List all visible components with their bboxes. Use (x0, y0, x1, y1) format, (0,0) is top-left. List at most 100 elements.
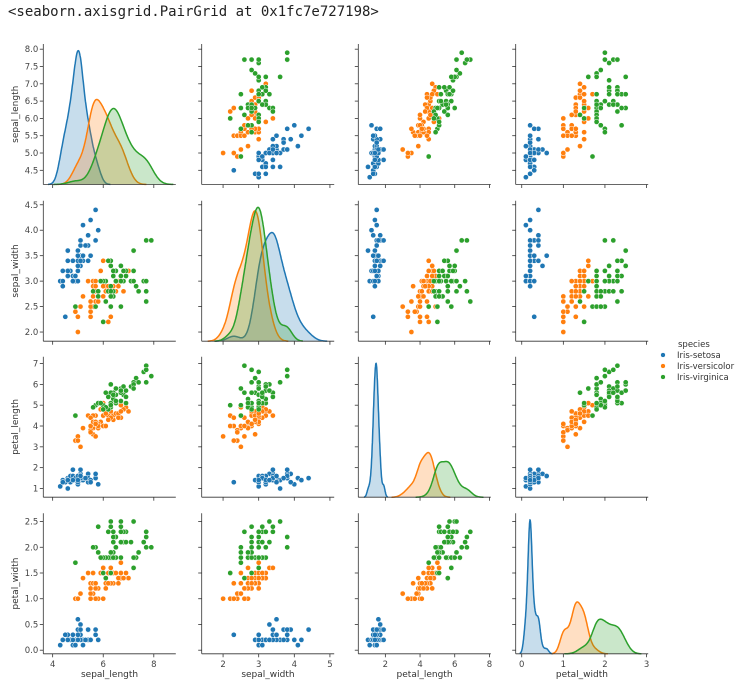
data-point (105, 257, 112, 264)
data-point (266, 621, 273, 628)
data-point (245, 115, 251, 122)
data-point (80, 642, 86, 648)
data-point (125, 408, 132, 415)
data-point (450, 268, 456, 274)
data-point (453, 518, 460, 525)
data-point (130, 565, 137, 571)
data-point (100, 595, 107, 602)
data-point (464, 534, 470, 540)
data-point (130, 554, 137, 561)
data-point (560, 429, 567, 436)
data-point (262, 74, 269, 80)
data-point (372, 637, 378, 643)
data-point (110, 539, 117, 545)
data-point (531, 313, 538, 320)
data-point (238, 590, 244, 597)
data-point (95, 637, 102, 643)
data-point (439, 268, 446, 274)
data-point (266, 387, 273, 394)
data-point (64, 477, 71, 483)
data-point (118, 263, 124, 269)
data-point (431, 288, 437, 295)
data-point (368, 122, 375, 129)
data-point (451, 105, 458, 111)
data-point (572, 288, 579, 295)
data-point (284, 534, 291, 540)
data-point (110, 528, 117, 535)
data-point (444, 298, 451, 305)
data-point (118, 398, 124, 404)
data-point (77, 237, 84, 244)
data-point (425, 319, 432, 325)
data-point (248, 67, 255, 73)
y-tick-label: 7 (33, 360, 38, 370)
data-point (118, 528, 124, 535)
data-point (123, 394, 129, 400)
y-tick-label: 2.0 (25, 543, 39, 553)
data-point (420, 570, 427, 576)
subplot-petal_width-vs-sepal_length: 0.0 0.5 1.0 1.5 2.0 2.5 4 6 8 petal_width sepal_le… (11, 513, 176, 680)
data-point (593, 400, 600, 406)
data-point (273, 473, 280, 479)
data-point (443, 278, 449, 284)
x-tick-label: 5 (327, 660, 332, 670)
output-text: <seaborn.axisgrid.PairGrid at 0x1fc7e727… (8, 4, 379, 20)
data-point (585, 263, 592, 269)
data-point (451, 263, 458, 269)
data-point (441, 539, 448, 545)
data-point (295, 143, 301, 149)
data-point (375, 237, 382, 244)
data-point (415, 293, 422, 300)
data-point (143, 379, 150, 386)
data-point (581, 400, 587, 406)
data-point (602, 366, 608, 373)
kde-line-Iris-versicolor (207, 210, 289, 342)
data-point (585, 293, 592, 300)
data-point (372, 150, 378, 156)
subplot-sepal_width-vs-petal_width (512, 200, 649, 345)
data-point (444, 534, 451, 540)
data-point (453, 278, 460, 284)
data-point (100, 406, 107, 413)
data-point (92, 471, 99, 477)
subplot-petal_width-vs-petal_length: 2 4 6 8 petal_length (354, 513, 492, 680)
data-point (372, 631, 378, 638)
kde-fill-Iris-virginica (415, 461, 484, 498)
data-point (238, 125, 244, 132)
data-point (255, 119, 262, 125)
data-point (606, 394, 612, 400)
data-point (444, 273, 451, 279)
data-point (377, 621, 384, 628)
data-point (284, 49, 291, 56)
data-point (424, 132, 430, 139)
data-point (248, 389, 255, 396)
data-point (75, 329, 81, 335)
data-point (453, 56, 460, 63)
data-point (415, 575, 422, 581)
data-point (436, 565, 442, 571)
data-point (606, 273, 612, 279)
subplot-sepal_length-vs-petal_length (354, 44, 491, 188)
x-tick-label: 4 (417, 660, 422, 670)
data-point (248, 534, 255, 540)
data-point (560, 313, 567, 320)
y-axis-label: petal_width (11, 557, 21, 609)
data-point (59, 637, 66, 643)
data-point (255, 565, 262, 571)
data-point (425, 153, 432, 160)
kde-line-Iris-versicolor (391, 451, 451, 498)
x-tick-label: 1 (561, 660, 566, 670)
data-point (432, 544, 439, 551)
data-point (270, 108, 276, 115)
y-tick-label: 1.0 (25, 595, 39, 605)
data-point (230, 150, 237, 156)
data-point (255, 477, 262, 483)
data-point (610, 366, 617, 373)
data-point (270, 164, 276, 170)
data-point (80, 222, 86, 228)
data-point (277, 74, 283, 80)
data-point (107, 381, 114, 388)
data-point (248, 575, 255, 581)
data-point (130, 518, 137, 525)
